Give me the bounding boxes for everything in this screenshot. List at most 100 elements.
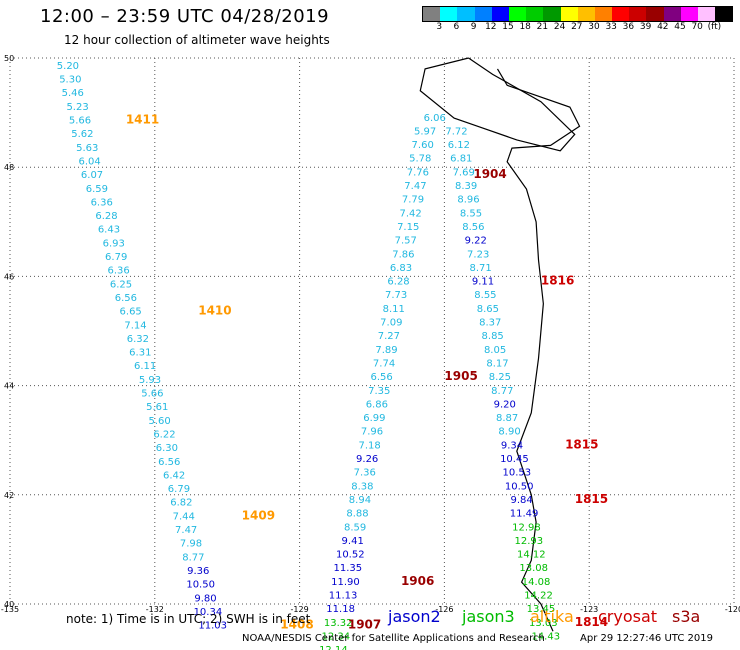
wave-height-value: 10.50	[505, 481, 534, 492]
wave-height-value: 11.90	[331, 577, 360, 588]
wave-height-value: 7.76	[407, 167, 429, 178]
color-swatch	[491, 7, 509, 21]
wave-height-value: 8.56	[462, 222, 484, 233]
wave-height-value: 6.42	[163, 470, 185, 481]
wave-height-value: 5.93	[139, 375, 161, 386]
pass-label: 1815	[575, 492, 608, 506]
wave-height-value: 7.47	[404, 181, 426, 192]
pass-label: 1409	[242, 508, 275, 522]
wave-height-value: 13.32	[324, 618, 353, 629]
wave-height-value: 8.25	[489, 372, 511, 383]
color-scale-tick: 24	[553, 22, 566, 32]
lat-tick-label: 50	[4, 54, 14, 63]
color-swatch	[440, 7, 458, 21]
wave-height-value: 8.17	[486, 358, 508, 369]
wave-height-value: 10.50	[186, 580, 215, 591]
lon-tick-label: -129	[291, 605, 309, 614]
pass-label: 1408	[280, 618, 313, 632]
color-scale-tick: 6	[453, 22, 460, 32]
color-swatch	[457, 7, 475, 21]
pass-label: 1906	[401, 574, 434, 588]
color-swatch	[629, 7, 647, 21]
wave-height-value: 7.15	[397, 222, 419, 233]
wave-height-value: 5.66	[141, 389, 163, 400]
legend-s3a: s3a	[672, 607, 701, 626]
color-scale-tick: 70	[691, 22, 703, 32]
color-swatch	[715, 7, 733, 21]
color-swatch	[474, 7, 492, 21]
lon-tick-label: -132	[146, 605, 164, 614]
wave-height-value: 11.35	[334, 563, 363, 574]
lat-tick-label: 46	[4, 272, 14, 281]
pass-label: 1905	[444, 369, 477, 383]
wave-height-value: 6.79	[168, 484, 190, 495]
wave-height-value: 9.84	[510, 495, 532, 506]
wave-height-value: 7.47	[175, 525, 197, 536]
wave-height-value: 13.45	[527, 604, 556, 615]
color-swatch	[526, 7, 544, 21]
legend-jason2: jason2	[388, 607, 441, 626]
lon-tick-label: -123	[580, 605, 598, 614]
wave-height-value: 6.04	[79, 156, 101, 167]
wave-height-value: 7.73	[385, 290, 407, 301]
wave-height-value: 7.86	[392, 249, 414, 260]
wave-height-value: 11.03	[198, 621, 227, 632]
wave-height-value: 6.56	[371, 372, 393, 383]
wave-height-value: 9.20	[494, 399, 516, 410]
color-scale-tick: 39	[639, 22, 652, 32]
lat-tick-label: 40	[4, 600, 14, 609]
wave-height-value: 7.35	[368, 386, 390, 397]
color-scale-tick: 21	[536, 22, 549, 32]
wave-height-value: 11.13	[329, 591, 358, 602]
color-swatch	[594, 7, 613, 21]
wave-height-value: 7.23	[467, 249, 489, 260]
color-scale-tick: 18	[519, 22, 531, 32]
wave-height-value: 12.98	[512, 522, 541, 533]
wave-height-value: 6.32	[127, 334, 149, 345]
wave-height-value: 8.39	[455, 181, 477, 192]
wave-height-value: 14.12	[517, 550, 546, 561]
lon-tick-label: -135	[1, 605, 19, 614]
wave-height-value: 5.78	[409, 154, 431, 165]
wave-height-value: 7.36	[354, 468, 376, 479]
wave-height-value: 10.34	[194, 607, 223, 618]
wave-height-value: 6.65	[120, 307, 142, 318]
wave-height-value: 6.36	[91, 197, 113, 208]
wave-height-value: 8.96	[457, 195, 479, 206]
wave-height-value: 8.11	[383, 304, 405, 315]
wave-height-value: 6.36	[107, 266, 129, 277]
lon-tick-label: -126	[435, 605, 453, 614]
wave-height-value: 7.69	[453, 167, 475, 178]
wave-height-value: 10.52	[336, 550, 365, 561]
wave-height-value: 6.28	[95, 211, 117, 222]
wave-height-value: 7.89	[375, 345, 397, 356]
wave-height-value: 8.94	[349, 495, 371, 506]
wave-height-value: 6.99	[363, 413, 385, 424]
wave-height-value: 6.59	[86, 184, 108, 195]
wave-height-value: 9.36	[187, 566, 209, 577]
wave-height-value: 8.38	[351, 481, 373, 492]
wave-height-value: 8.77	[182, 552, 204, 563]
wave-height-value: 6.25	[110, 279, 132, 290]
pass-label: 1410	[198, 304, 231, 318]
wave-height-value: 9.80	[194, 593, 216, 604]
color-scale-bar	[422, 6, 734, 22]
wave-height-value: 6.12	[448, 140, 470, 151]
wave-height-value: 7.98	[180, 539, 202, 550]
color-swatch	[423, 7, 441, 21]
color-swatch	[698, 7, 716, 21]
color-scale-tick: 42	[657, 22, 669, 32]
color-swatch	[663, 7, 681, 21]
page-title: 12:00 – 23:59 UTC 04/28/2019	[40, 6, 330, 27]
wave-height-value: 6.82	[170, 498, 192, 509]
vancouver-island-outline	[419, 57, 576, 152]
page-subtitle: 12 hour collection of altimeter wave hei…	[64, 33, 330, 47]
pass-label: 1816	[541, 274, 574, 288]
wave-height-value: 11.49	[510, 509, 539, 520]
color-scale-tick: 36	[622, 22, 635, 32]
legend-cryosat: cryosat	[598, 607, 658, 626]
legend-jason3: jason3	[462, 607, 515, 626]
wave-height-value: 7.72	[445, 126, 467, 137]
pass-label: 1411	[126, 113, 159, 127]
